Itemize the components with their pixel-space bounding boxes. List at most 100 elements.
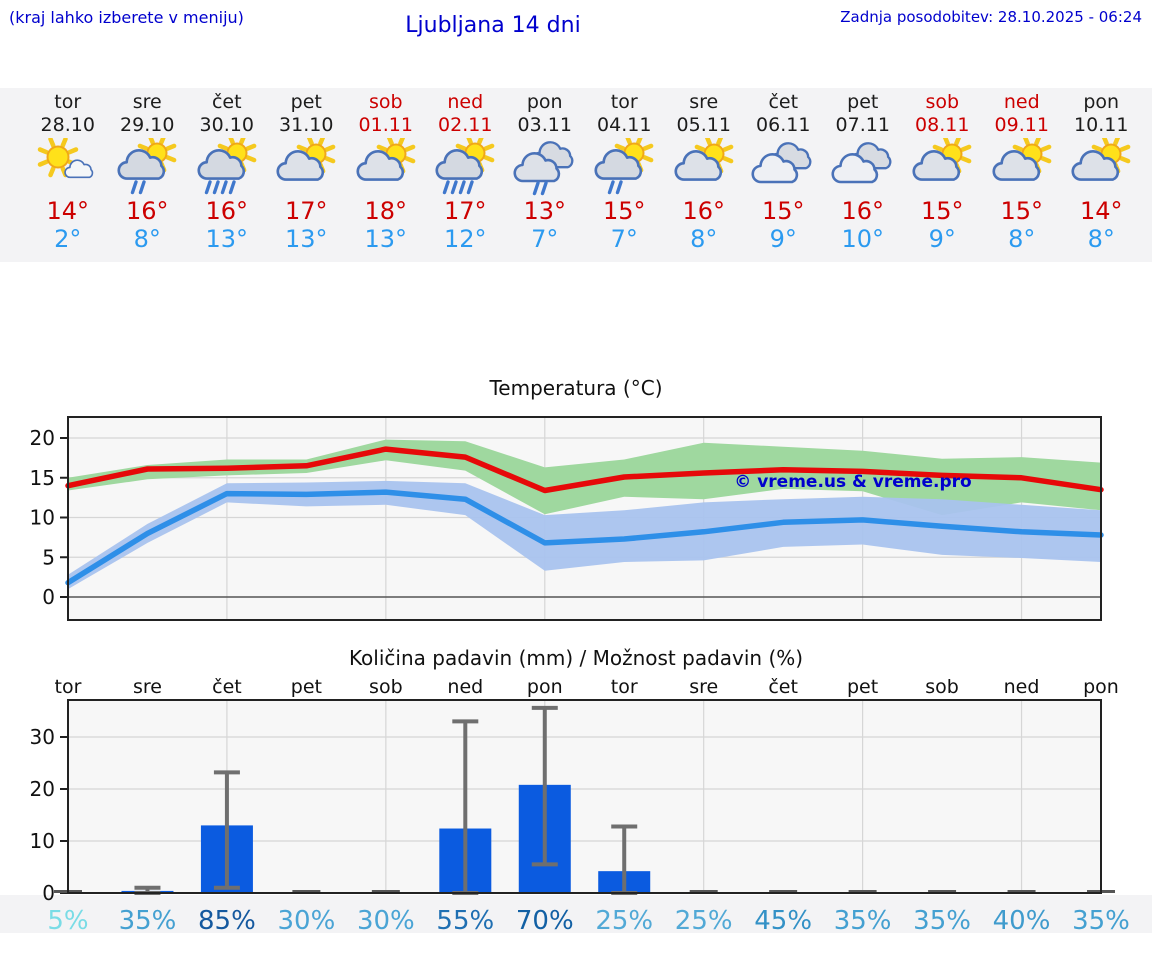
precip-probability: 35%	[1072, 906, 1130, 936]
day-name: pon	[526, 91, 563, 113]
sun-cloud-icon	[267, 138, 347, 196]
precip-probability: 55%	[436, 906, 494, 936]
svg-text:0: 0	[42, 881, 55, 905]
day-date: 08.11	[915, 114, 970, 136]
forecast-day-column: pon 10.11 14° 8°	[1062, 91, 1142, 253]
day-low-temp: 8°	[133, 225, 161, 253]
day-name: tor	[610, 91, 638, 113]
day-name: pet	[847, 91, 879, 113]
menu-hint-link[interactable]: (kraj lahko izberete v meniju)	[9, 8, 244, 27]
day-high-temp: 13°	[523, 197, 567, 225]
day-name: sob	[368, 91, 403, 113]
forecast-day-column: čet 30.10 16° 13°	[187, 91, 267, 253]
svg-text:pet: pet	[291, 676, 322, 698]
last-update-text: Zadnja posodobitev: 28.10.2025 - 06:24	[840, 8, 1142, 26]
forecast-day-column: pon 03.11 13° 7°	[505, 91, 585, 253]
day-name: čet	[768, 91, 799, 113]
day-date: 09.11	[994, 114, 1049, 136]
day-name: sre	[689, 91, 719, 113]
day-name: pon	[1083, 91, 1120, 113]
precip-probability: 40%	[993, 906, 1051, 936]
precip-probability: 25%	[595, 906, 653, 936]
svg-text:0: 0	[42, 585, 55, 609]
forecast-day-column: sre 29.10 16° 8°	[108, 91, 188, 253]
day-high-temp: 16°	[682, 197, 726, 225]
svg-text:30: 30	[30, 725, 55, 749]
day-date: 02.11	[438, 114, 493, 136]
day-high-temp: 16°	[841, 197, 885, 225]
cloud-rain-light-icon	[505, 138, 585, 196]
precip-probability: 5%	[47, 906, 88, 936]
day-low-temp: 8°	[690, 225, 718, 253]
svg-text:10: 10	[30, 829, 55, 853]
svg-text:sre: sre	[689, 676, 718, 698]
precip-probability: 45%	[754, 906, 812, 936]
day-low-temp: 12°	[443, 225, 487, 253]
day-date: 30.10	[199, 114, 254, 136]
sun-rain-light-icon	[108, 138, 188, 196]
forecast-days: tor 28.10 14° 2° sre 29.10 16° 8° čet 30.10 16° 13°…	[28, 88, 1141, 253]
cloudy-icon	[823, 138, 903, 196]
day-high-temp: 16°	[205, 197, 249, 225]
sun-cloud-icon	[903, 138, 983, 196]
day-name: pet	[290, 91, 322, 113]
temperature-chart: 0 5 10 15 20 © vreme.us & vreme.pro	[30, 416, 1104, 621]
day-date: 28.10	[40, 114, 95, 136]
forecast-day-column: ned 02.11 17° 12°	[426, 91, 506, 253]
svg-text:10: 10	[30, 506, 55, 530]
page-title: Ljubljana 14 dni	[405, 13, 581, 38]
precip-probability: 35%	[834, 906, 892, 936]
day-name: sob	[925, 91, 960, 113]
day-low-temp: 9°	[769, 225, 797, 253]
svg-text:sob: sob	[369, 676, 403, 698]
forecast-day-column: sre 05.11 16° 8°	[664, 91, 744, 253]
temperature-chart-title: Temperatura (°C)	[489, 376, 663, 400]
day-name: ned	[447, 91, 484, 113]
svg-text:sob: sob	[925, 676, 959, 698]
forecast-day-column: sob 01.11 18° 13°	[346, 91, 426, 253]
svg-text:sre: sre	[133, 676, 162, 698]
sun-cloud-icon	[982, 138, 1062, 196]
forecast-day-column: sob 08.11 15° 9°	[903, 91, 983, 253]
watermark: © vreme.us & vreme.pro	[734, 472, 971, 492]
precip-probability: 35%	[119, 906, 177, 936]
svg-text:tor: tor	[611, 676, 638, 698]
svg-text:20: 20	[30, 426, 55, 450]
day-high-temp: 18°	[364, 197, 408, 225]
cloudy-icon	[744, 138, 824, 196]
sun-cloud-icon	[1062, 138, 1142, 196]
day-high-temp: 17°	[443, 197, 487, 225]
svg-text:ned: ned	[1004, 676, 1040, 698]
precip-probability: 70%	[516, 906, 574, 936]
forecast-day-column: tor 28.10 14° 2°	[28, 91, 108, 253]
day-date: 03.11	[517, 114, 572, 136]
sun-rain-light-icon	[585, 138, 665, 196]
day-low-temp: 13°	[284, 225, 328, 253]
day-low-temp: 8°	[1008, 225, 1036, 253]
day-low-temp: 7°	[531, 225, 559, 253]
svg-text:pon: pon	[527, 676, 563, 698]
day-name: sre	[132, 91, 162, 113]
day-low-temp: 7°	[610, 225, 638, 253]
day-name: čet	[211, 91, 242, 113]
precip-probability: 30%	[357, 906, 415, 936]
precip-probability: 35%	[913, 906, 971, 936]
day-high-temp: 15°	[602, 197, 646, 225]
day-high-temp: 15°	[761, 197, 805, 225]
day-high-temp: 17°	[284, 197, 328, 225]
day-date: 07.11	[835, 114, 890, 136]
svg-text:čet: čet	[212, 676, 242, 698]
svg-text:ned: ned	[447, 676, 483, 698]
day-low-temp: 10°	[841, 225, 885, 253]
day-high-temp: 14°	[46, 197, 90, 225]
day-low-temp: 2°	[54, 225, 82, 253]
day-low-temp: 8°	[1087, 225, 1115, 253]
sun-rain-heavy-icon	[187, 138, 267, 196]
svg-text:5: 5	[42, 545, 55, 569]
forecast-day-column: pet 07.11 16° 10°	[823, 91, 903, 253]
day-high-temp: 15°	[1000, 197, 1044, 225]
sun-cloud-icon	[346, 138, 426, 196]
day-high-temp: 14°	[1079, 197, 1123, 225]
precipitation-chart-title: Količina padavin (mm) / Možnost padavin …	[348, 646, 804, 670]
